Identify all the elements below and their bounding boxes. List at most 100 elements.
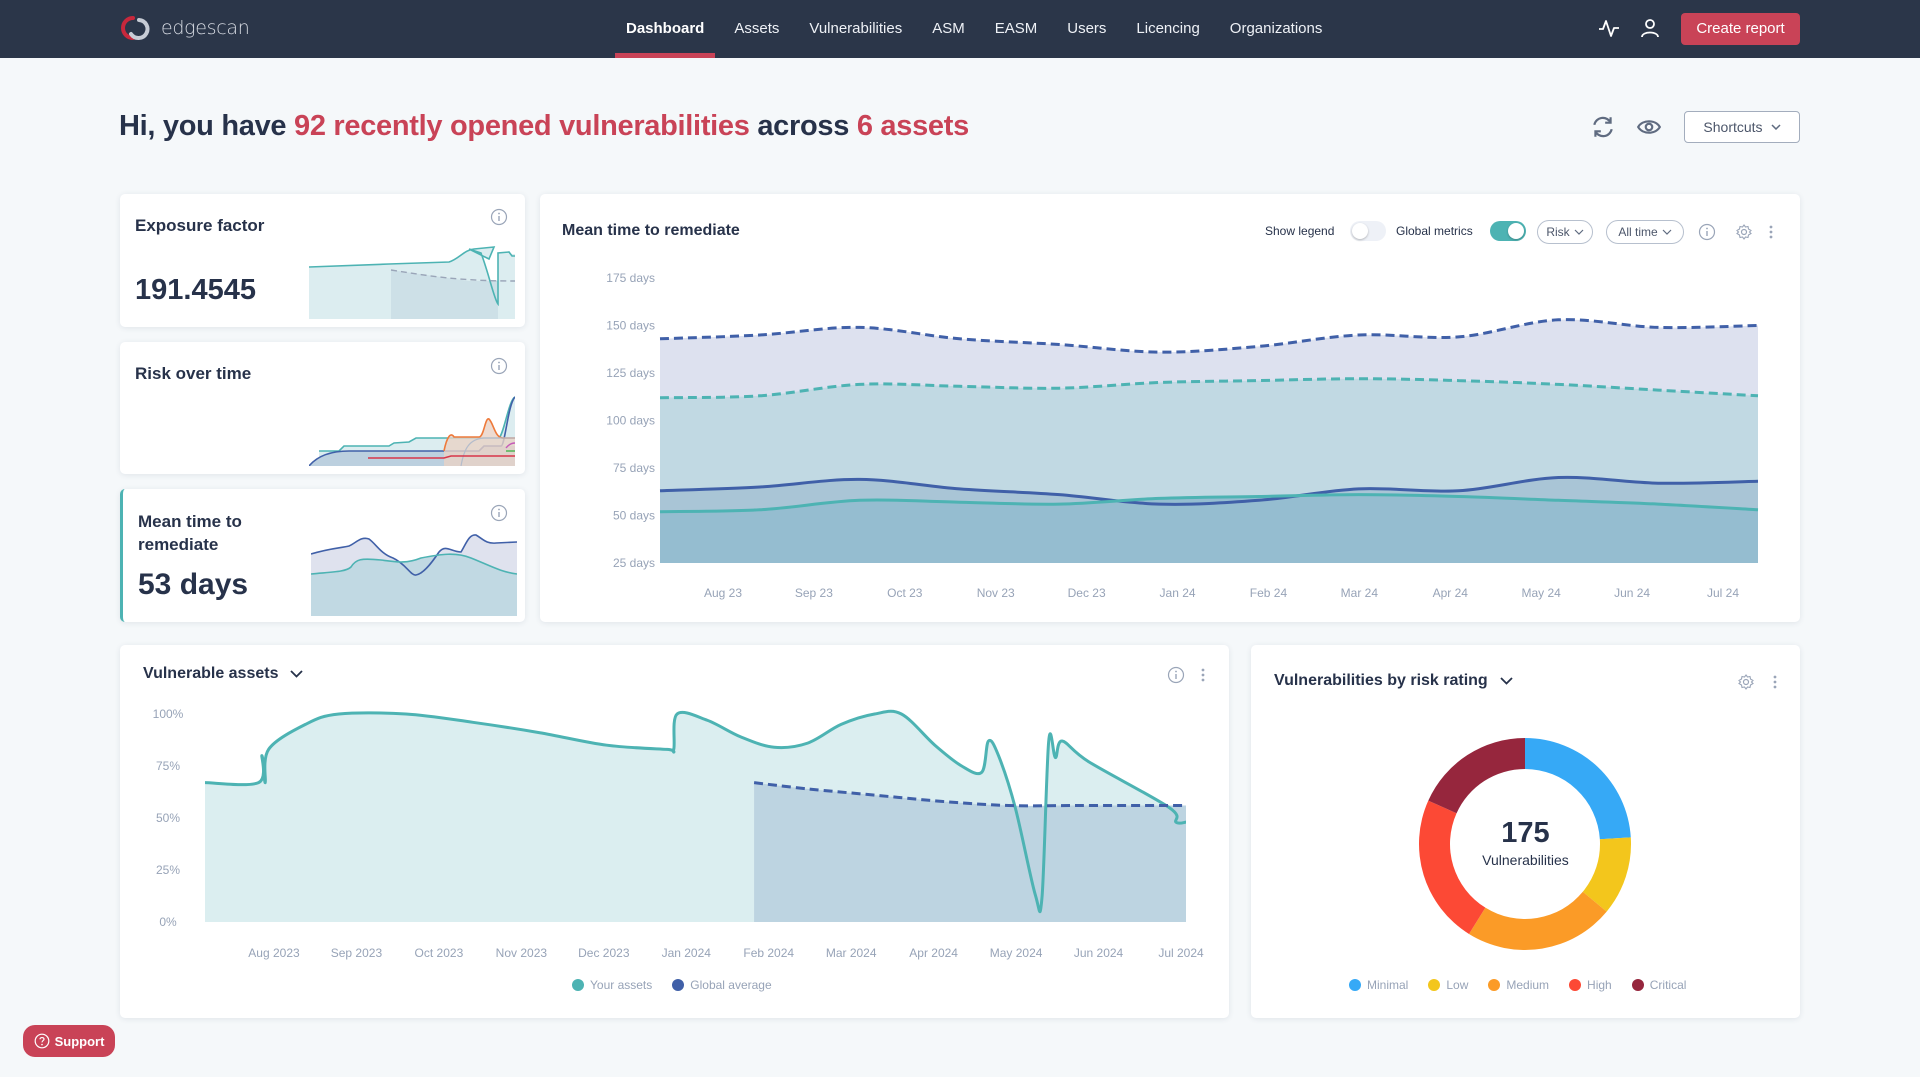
vulnerable-assets-legend: Your assets Global average: [572, 978, 772, 992]
help-circle-icon: [34, 1033, 49, 1049]
series-line[interactable]: [204, 709, 1187, 914]
legend-label: Your assets: [590, 978, 653, 992]
activity-icon[interactable]: [1597, 16, 1621, 40]
donut-slice-medium[interactable]: [1469, 891, 1607, 950]
legend-dot: [1569, 979, 1582, 991]
nav-item-asm[interactable]: ASM: [932, 20, 965, 37]
edgescan-logo[interactable]: edgescan: [119, 14, 250, 42]
legend-dot: [672, 979, 685, 991]
exposure-factor-card[interactable]: Exposure factor 191.4545: [120, 194, 525, 327]
legend-item-critical[interactable]: Critical: [1631, 978, 1687, 992]
show-legend-label: Show legend: [1265, 224, 1335, 238]
settings-gear-icon[interactable]: [1737, 673, 1755, 691]
nav-item-vulnerabilities[interactable]: Vulnerabilities: [809, 20, 903, 37]
legend-item-high[interactable]: High: [1569, 978, 1612, 992]
nav-item-easm[interactable]: EASM: [994, 20, 1038, 37]
y-tick-label: 25%: [156, 863, 180, 877]
legend-item-low[interactable]: Low: [1428, 978, 1468, 992]
assets-count-link[interactable]: 6 assets: [856, 110, 969, 142]
x-tick-label: Dec 2023: [578, 946, 630, 960]
nav-item-dashboard[interactable]: Dashboard: [611, 0, 719, 58]
info-icon[interactable]: [1167, 666, 1185, 684]
x-tick-label: Aug 23: [704, 586, 742, 600]
recent-vulnerabilities-link[interactable]: 92 recently opened vulnerabilities: [294, 110, 750, 142]
y-tick-label: 150 days: [606, 319, 655, 333]
global-metrics-label: Global metrics: [1396, 224, 1473, 238]
x-tick-label: Jul 2024: [1158, 946, 1204, 960]
legend-label: Critical: [1649, 978, 1687, 992]
donut-slice-critical[interactable]: [1428, 738, 1525, 814]
info-icon[interactable]: [490, 504, 508, 522]
x-tick-label: May 24: [1522, 586, 1562, 600]
more-options-icon[interactable]: [1766, 223, 1776, 241]
user-icon[interactable]: [1638, 16, 1662, 40]
headline-middle: across: [749, 110, 857, 142]
mttr-chart-title: Mean time to remediate: [562, 222, 740, 239]
x-tick-label: Apr 2024: [909, 946, 958, 960]
legend-label: Global average: [690, 978, 772, 992]
nav-item-assets[interactable]: Assets: [734, 20, 780, 37]
logo-mark-icon: [121, 16, 150, 40]
nav-item-organizations[interactable]: Organizations: [1229, 20, 1323, 37]
more-options-icon[interactable]: [1770, 673, 1780, 691]
support-button[interactable]: Support: [23, 1025, 115, 1057]
refresh-icon[interactable]: [1590, 114, 1616, 140]
show-legend-toggle[interactable]: [1350, 221, 1386, 241]
settings-gear-icon[interactable]: [1735, 223, 1753, 241]
legend-item-your-assets[interactable]: Your assets: [572, 978, 652, 992]
legend-item-global-average[interactable]: Global average: [672, 978, 772, 992]
risk-filter-dropdown[interactable]: Risk: [1537, 220, 1593, 244]
y-tick-label: 75%: [156, 759, 180, 773]
info-icon[interactable]: [490, 357, 508, 375]
donut-total-label: Vulnerabilities: [1482, 852, 1569, 868]
chevron-down-icon: [1662, 229, 1672, 235]
eye-icon[interactable]: [1636, 114, 1662, 140]
nav-item-licencing[interactable]: Licencing: [1136, 20, 1200, 37]
create-report-button[interactable]: Create report: [1681, 13, 1800, 45]
vulnerable-assets-title-dropdown[interactable]: Vulnerable assets: [143, 665, 304, 683]
y-tick-label: 50%: [156, 811, 180, 825]
more-options-icon[interactable]: [1198, 666, 1208, 684]
series-line[interactable]: [659, 493, 1759, 514]
donut-slice-low[interactable]: [1582, 837, 1631, 912]
global-metrics-toggle[interactable]: [1490, 221, 1526, 241]
chevron-down-icon: [1574, 229, 1584, 235]
x-tick-label: Oct 23: [887, 586, 923, 600]
x-tick-label: Jun 2024: [1074, 946, 1124, 960]
info-icon[interactable]: [1698, 223, 1716, 241]
series-area: [660, 494, 1758, 563]
legend-item-minimal[interactable]: Minimal: [1349, 978, 1408, 992]
risk-sparkline: [309, 396, 515, 466]
series-line[interactable]: [659, 377, 1759, 400]
x-tick-label: May 2024: [990, 946, 1043, 960]
exposure-factor-title: Exposure factor: [135, 216, 265, 235]
mttr-card-title: Mean time to remediate: [138, 510, 242, 556]
donut-slice-high[interactable]: [1419, 800, 1486, 935]
time-range-value: All time: [1618, 225, 1658, 239]
mean-time-to-remediate-card[interactable]: Mean time to remediate 53 days: [120, 489, 525, 622]
x-tick-label: Mar 2024: [826, 946, 877, 960]
series-line[interactable]: [753, 781, 1186, 808]
x-tick-label: Nov 2023: [496, 946, 548, 960]
series-line[interactable]: [659, 318, 1759, 354]
legend-item-medium[interactable]: Medium: [1488, 978, 1549, 992]
chevron-down-icon: [290, 670, 304, 678]
info-icon[interactable]: [490, 208, 508, 226]
risk-filter-value: Risk: [1546, 225, 1570, 239]
brand-name: edgescan: [161, 17, 250, 39]
legend-label: High: [1587, 978, 1612, 992]
donut-slice-minimal[interactable]: [1525, 738, 1631, 840]
risk-over-time-card[interactable]: Risk over time: [120, 342, 525, 474]
series-line[interactable]: [659, 475, 1759, 506]
chevron-down-icon: [1500, 677, 1513, 685]
nav-item-users[interactable]: Users: [1067, 20, 1107, 37]
x-tick-label: Sep 2023: [331, 946, 383, 960]
time-range-dropdown[interactable]: All time: [1606, 220, 1684, 244]
exposure-factor-value: 191.4545: [135, 274, 256, 306]
x-tick-label: Nov 23: [977, 586, 1015, 600]
shortcuts-dropdown[interactable]: Shortcuts: [1684, 111, 1800, 143]
vulnerable-assets-chart: 0% 25% 50% 75% 100% Aug 2023 Sep 2023 Oct 2023 N…: [153, 707, 1204, 960]
legend-dot: [1349, 979, 1361, 991]
y-tick-label: 50 days: [613, 509, 655, 523]
risk-rating-title-dropdown[interactable]: Vulnerabilities by risk rating: [1274, 672, 1513, 690]
